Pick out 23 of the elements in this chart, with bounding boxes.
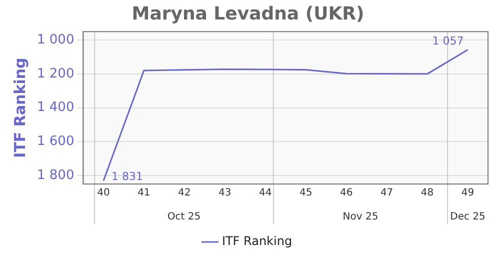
y-tick-label: 1 600 bbox=[37, 134, 74, 150]
x-tick-label: 43 bbox=[218, 188, 232, 199]
x-tick-label: 45 bbox=[299, 188, 312, 199]
data-label: 1 057 bbox=[432, 34, 464, 48]
text: Nov 25 bbox=[342, 212, 378, 223]
text: Dec 25 bbox=[450, 212, 486, 223]
y-tick-label: 1 200 bbox=[37, 66, 74, 82]
x-tick-label: 49 bbox=[461, 188, 474, 199]
x-tick-label: 47 bbox=[380, 188, 394, 199]
data-label: 1 831 bbox=[111, 170, 143, 183]
y-tick-label: 1 400 bbox=[37, 100, 74, 116]
x-tick-label: 41 bbox=[138, 188, 150, 199]
x-tick-label: 48 bbox=[420, 188, 434, 199]
x-tick-label: 46 bbox=[340, 188, 353, 199]
x-tick-label: 44 bbox=[259, 188, 272, 199]
legend-label: ITF Ranking bbox=[222, 234, 292, 248]
chart-title: Maryna Levadna (UKR) bbox=[132, 3, 364, 24]
y-axis-title: ITF Ranking bbox=[10, 58, 29, 158]
y-tick-label: 1 000 bbox=[37, 32, 74, 48]
x-tick-label: 40 bbox=[97, 188, 110, 199]
x-tick-label: 42 bbox=[178, 188, 191, 199]
text: Oct 25 bbox=[167, 212, 201, 223]
y-tick-label: 1 800 bbox=[37, 168, 74, 183]
